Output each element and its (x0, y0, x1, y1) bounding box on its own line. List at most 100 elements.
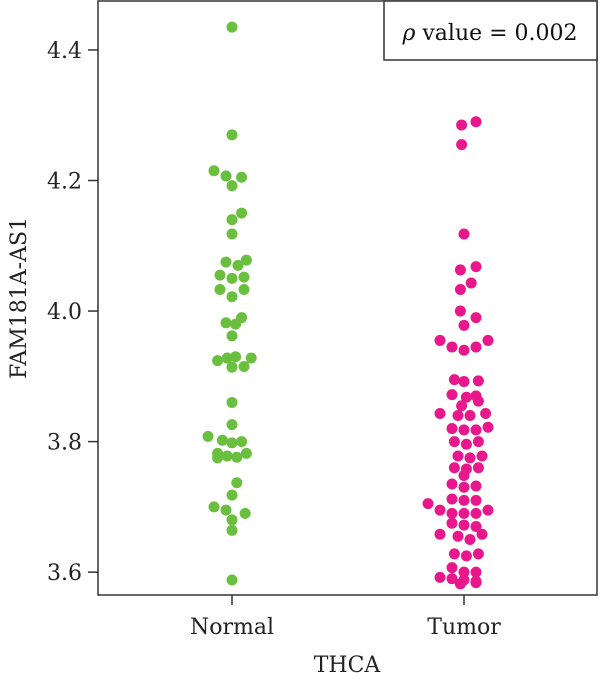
data-point-normal (230, 351, 242, 363)
data-point-normal (231, 477, 243, 489)
data-point-tumor (446, 423, 458, 435)
data-point-tumor (470, 520, 482, 532)
data-point-normal (221, 352, 233, 364)
data-point-normal (208, 501, 220, 513)
data-point-normal (226, 272, 238, 284)
data-point-tumor (434, 334, 446, 346)
annotation-box: ρ value = 0.002 (383, 0, 598, 61)
data-point-tumor (476, 528, 488, 540)
data-point-tumor (470, 566, 482, 578)
data-point-tumor (472, 436, 484, 448)
data-point-tumor (470, 312, 482, 324)
data-point-tumor (470, 116, 482, 128)
data-point-normal (226, 291, 238, 303)
data-point-tumor (446, 517, 458, 529)
data-point-normal (232, 259, 244, 271)
data-point-normal (226, 214, 238, 226)
data-point-tumor (458, 344, 470, 356)
data-point-tumor (470, 507, 482, 519)
x-axis-title: THCA (314, 653, 382, 678)
data-point-normal (212, 355, 224, 367)
data-point-normal (226, 396, 238, 408)
data-point-tumor (464, 534, 476, 546)
data-point-normal (220, 504, 232, 516)
data-point-tumor (446, 493, 458, 505)
annotation-frame (383, 0, 598, 61)
data-point-tumor (454, 264, 466, 276)
data-point-tumor (434, 571, 446, 583)
y-tick-label: 3.8 (47, 431, 82, 456)
data-point-tumor (470, 494, 482, 506)
data-point-normal (238, 284, 250, 296)
annotation-text: ρ value = 0.002 (401, 21, 577, 46)
data-point-normal (226, 419, 238, 431)
data-point-tumor (472, 375, 484, 387)
data-point-tumor (472, 462, 484, 474)
data-point-normal (226, 361, 238, 373)
data-point-tumor (458, 494, 470, 506)
data-point-normal (221, 450, 233, 462)
data-point-tumor (480, 408, 492, 420)
data-point-normal (240, 447, 252, 459)
data-point-normal (226, 524, 238, 536)
data-point-tumor (448, 436, 460, 448)
data-point-tumor (470, 480, 482, 492)
plot-frame (97, 0, 598, 596)
data-point-tumor (456, 400, 468, 412)
data-points (202, 21, 494, 590)
data-point-tumor (464, 452, 476, 464)
data-point-tumor (458, 228, 470, 240)
data-point-tumor (458, 519, 470, 531)
data-point-tumor (446, 341, 458, 353)
data-point-tumor (434, 528, 446, 540)
data-point-normal (202, 430, 214, 442)
data-point-normal (240, 254, 252, 266)
y-tick-label: 4.4 (47, 39, 82, 64)
data-point-tumor (452, 530, 464, 542)
data-point-normal (212, 452, 224, 464)
data-point-tumor (482, 504, 494, 516)
data-point-normal (245, 352, 257, 364)
data-point-tumor (458, 566, 470, 578)
data-point-tumor (470, 341, 482, 353)
data-point-tumor (434, 408, 446, 420)
data-point-normal (226, 437, 238, 449)
data-point-normal (239, 507, 251, 519)
data-point-tumor (456, 139, 468, 151)
data-point-tumor (446, 389, 458, 401)
data-point-tumor (460, 391, 472, 403)
data-point-tumor (452, 409, 464, 421)
y-tick-label: 3.6 (47, 561, 82, 586)
data-point-tumor (482, 334, 494, 346)
data-point-tumor (446, 573, 458, 585)
data-point-tumor (434, 504, 446, 516)
y-tick-label: 4.2 (47, 170, 82, 195)
x-tick-label: Normal (190, 615, 274, 640)
data-point-tumor (446, 507, 458, 519)
data-point-tumor (464, 409, 476, 421)
data-point-tumor (458, 376, 470, 388)
y-axis-title: FAM181A-AS1 (7, 217, 32, 379)
data-point-tumor (458, 481, 470, 493)
data-point-tumor (465, 277, 477, 289)
data-point-tumor (476, 450, 488, 462)
data-point-tumor (472, 548, 484, 560)
data-point-normal (226, 21, 238, 33)
data-point-tumor (472, 395, 484, 407)
data-point-tumor (470, 261, 482, 273)
annotation-value: value = 0.002 (415, 21, 577, 46)
data-point-tumor (454, 305, 466, 317)
data-point-tumor (460, 550, 472, 562)
data-point-normal (220, 170, 232, 182)
annotation-symbol: ρ (401, 21, 415, 46)
data-point-tumor (448, 548, 460, 560)
data-point-normal (231, 451, 243, 463)
data-point-normal (238, 271, 250, 283)
data-point-normal (220, 256, 232, 268)
data-point-tumor (470, 577, 482, 589)
data-point-tumor (458, 507, 470, 519)
data-point-tumor (448, 462, 460, 474)
data-point-normal (236, 171, 248, 183)
data-point-tumor (458, 319, 470, 331)
